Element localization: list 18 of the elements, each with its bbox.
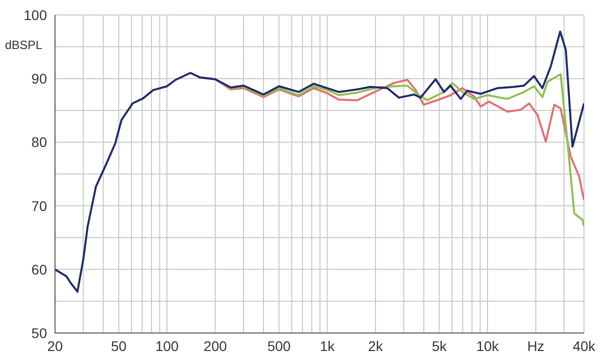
y-tick-label: 80 [31, 134, 48, 150]
x-tick-label: 2k [368, 338, 384, 354]
x-tick-label: 10k [476, 338, 500, 354]
x-tick-label: 100 [155, 338, 179, 354]
y-tick-label: 90 [31, 70, 48, 87]
y-axis-title: dBSPL [5, 38, 42, 52]
x-tick-label: 5k [432, 338, 448, 354]
x-tick-label: 200 [204, 338, 228, 354]
x-tick-label: Hz [527, 338, 544, 354]
y-tick-label: 70 [31, 198, 48, 214]
y-tick-label: 100 [24, 6, 48, 23]
x-tick-label: 500 [267, 338, 291, 354]
y-tick-label: 60 [31, 261, 48, 278]
x-tick-label: 1k [320, 338, 336, 354]
x-tick-label: 20 [47, 338, 63, 354]
x-tick-label: 50 [110, 338, 127, 354]
x-tick-label: 40k [572, 338, 596, 354]
y-tick-label: 50 [31, 324, 48, 341]
